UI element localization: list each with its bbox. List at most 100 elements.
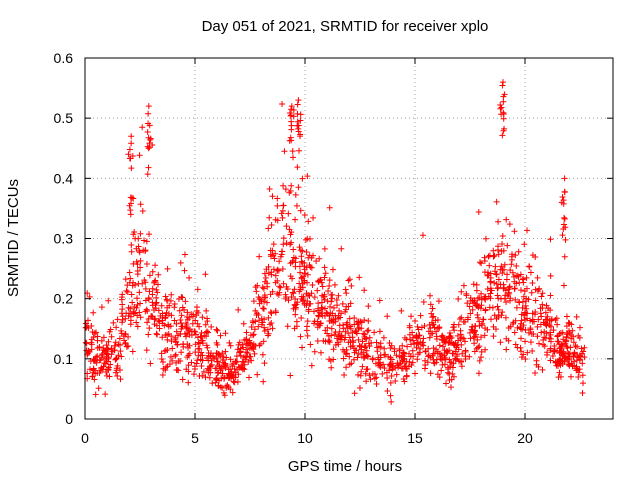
data-point xyxy=(107,361,114,368)
data-point xyxy=(186,350,193,357)
data-point xyxy=(393,352,400,359)
data-point xyxy=(346,315,353,322)
data-point xyxy=(490,247,497,254)
data-point xyxy=(403,358,410,365)
data-point xyxy=(280,182,287,189)
data-point xyxy=(560,282,567,289)
data-point xyxy=(105,366,112,373)
x-tick-label: 5 xyxy=(191,430,199,446)
data-point xyxy=(279,214,286,221)
data-point xyxy=(511,329,518,336)
data-point xyxy=(146,272,153,279)
data-point xyxy=(358,325,365,332)
data-point xyxy=(446,339,453,346)
data-point xyxy=(92,391,99,398)
data-point xyxy=(573,343,580,350)
data-point xyxy=(134,323,141,330)
data-point xyxy=(212,379,219,386)
data-point xyxy=(528,289,535,296)
data-point xyxy=(365,318,372,325)
data-point xyxy=(580,380,587,387)
data-point xyxy=(88,341,95,348)
data-point xyxy=(315,313,322,320)
data-point xyxy=(469,324,476,331)
data-point xyxy=(266,214,273,221)
data-point xyxy=(128,140,135,147)
data-point xyxy=(165,323,172,330)
data-point xyxy=(236,339,243,346)
data-point xyxy=(178,320,185,327)
data-point xyxy=(403,372,410,379)
data-point xyxy=(482,325,489,332)
data-point xyxy=(265,225,272,232)
data-point xyxy=(505,337,512,344)
data-point xyxy=(296,280,303,287)
data-point xyxy=(119,313,126,320)
data-point xyxy=(472,323,479,330)
data-point xyxy=(346,276,353,283)
data-point xyxy=(486,304,493,311)
axes xyxy=(84,57,614,420)
data-point xyxy=(464,300,471,307)
data-point xyxy=(355,350,362,357)
data-point xyxy=(508,261,515,268)
data-point xyxy=(420,299,427,306)
data-point xyxy=(550,327,557,334)
data-point xyxy=(313,258,320,265)
data-point xyxy=(118,327,125,334)
data-point xyxy=(295,125,302,132)
data-point xyxy=(225,384,232,391)
data-point xyxy=(100,346,107,353)
data-point xyxy=(407,336,414,343)
data-point xyxy=(208,323,215,330)
data-point xyxy=(543,330,550,337)
data-point xyxy=(280,235,287,242)
data-point xyxy=(181,306,188,313)
data-point xyxy=(498,248,505,255)
data-point xyxy=(234,366,241,373)
data-point xyxy=(256,342,263,349)
data-point xyxy=(470,281,477,288)
data-point xyxy=(128,291,135,298)
data-point xyxy=(373,339,380,346)
data-point xyxy=(283,283,290,290)
data-point xyxy=(234,378,241,385)
data-point xyxy=(261,360,268,367)
data-point xyxy=(215,382,222,389)
data-point xyxy=(467,310,474,317)
data-point xyxy=(328,298,335,305)
data-point xyxy=(430,321,437,328)
data-point xyxy=(135,280,142,287)
data-point xyxy=(235,371,242,378)
data-point xyxy=(219,370,226,377)
data-point xyxy=(285,210,292,217)
data-point xyxy=(437,353,444,360)
data-point xyxy=(184,314,191,321)
data-point xyxy=(499,233,506,240)
data-point xyxy=(272,309,279,316)
data-point xyxy=(297,284,304,291)
data-point xyxy=(409,334,416,341)
data-point xyxy=(137,300,144,307)
data-point xyxy=(366,372,373,379)
data-point xyxy=(152,300,159,307)
data-point xyxy=(429,314,436,321)
data-point xyxy=(417,312,424,319)
data-point xyxy=(556,349,563,356)
data-point xyxy=(353,347,360,354)
data-point xyxy=(217,384,224,391)
y-tick-label: 0.6 xyxy=(54,50,74,66)
data-point xyxy=(298,314,305,321)
data-point xyxy=(547,347,554,354)
data-point xyxy=(420,335,427,342)
data-point xyxy=(304,271,311,278)
data-point xyxy=(343,364,350,371)
data-point xyxy=(342,350,349,357)
data-point xyxy=(305,291,312,298)
data-point xyxy=(315,307,322,314)
data-point xyxy=(249,332,256,339)
data-point xyxy=(485,253,492,260)
data-point xyxy=(427,370,434,377)
data-point xyxy=(112,369,119,376)
data-point xyxy=(135,243,142,250)
